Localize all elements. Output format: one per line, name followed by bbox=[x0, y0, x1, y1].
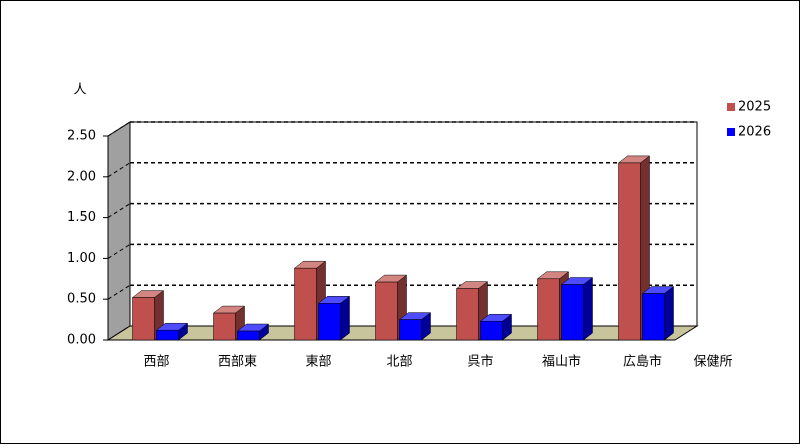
legend-label: 2026 bbox=[738, 125, 771, 140]
y-tick-label: 2.50 bbox=[67, 129, 96, 144]
bar bbox=[318, 303, 341, 341]
bar bbox=[480, 320, 503, 341]
x-tick-label: 西部 bbox=[143, 355, 169, 370]
legend-swatch bbox=[727, 103, 735, 111]
bar bbox=[294, 267, 317, 341]
grid-line bbox=[107, 284, 131, 300]
x-tick-label: 広島市 bbox=[623, 354, 662, 370]
y-tick-label: 1.00 bbox=[67, 251, 96, 266]
y-tick-label: 0.50 bbox=[67, 292, 96, 307]
bar bbox=[375, 281, 398, 341]
bar bbox=[213, 312, 236, 341]
bar-side bbox=[664, 285, 674, 341]
x-tick-label: 福山市 bbox=[542, 354, 581, 370]
bar bbox=[456, 288, 479, 341]
bar bbox=[156, 329, 179, 341]
grid-line bbox=[107, 121, 131, 137]
bar bbox=[399, 319, 422, 341]
y-tick-label: 2.00 bbox=[67, 169, 96, 184]
x-tick-label: 西部東 bbox=[218, 354, 257, 370]
bar-side bbox=[583, 277, 593, 341]
bar bbox=[618, 162, 641, 341]
x-tick-label: 呉市 bbox=[467, 354, 493, 370]
legend-label: 2025 bbox=[738, 100, 771, 115]
x-tick-label: 東部 bbox=[305, 354, 331, 370]
y-axis-title: 人 bbox=[73, 83, 86, 98]
bar bbox=[561, 284, 584, 341]
grid-line bbox=[107, 203, 131, 219]
y-tick-label: 1.50 bbox=[67, 210, 96, 225]
bar bbox=[642, 293, 665, 341]
x-tick-label: 北部 bbox=[386, 355, 412, 370]
y-tick-label: 0.00 bbox=[67, 333, 96, 348]
bar bbox=[537, 278, 560, 341]
legend-swatch bbox=[727, 128, 735, 136]
grid-line bbox=[107, 162, 131, 178]
bar-side bbox=[340, 295, 350, 341]
bar bbox=[132, 297, 155, 341]
back-wall bbox=[129, 121, 698, 327]
side-wall bbox=[107, 121, 131, 341]
x-axis-title: 保健所 bbox=[693, 355, 732, 370]
grid-line bbox=[107, 243, 131, 259]
bar bbox=[237, 330, 260, 341]
